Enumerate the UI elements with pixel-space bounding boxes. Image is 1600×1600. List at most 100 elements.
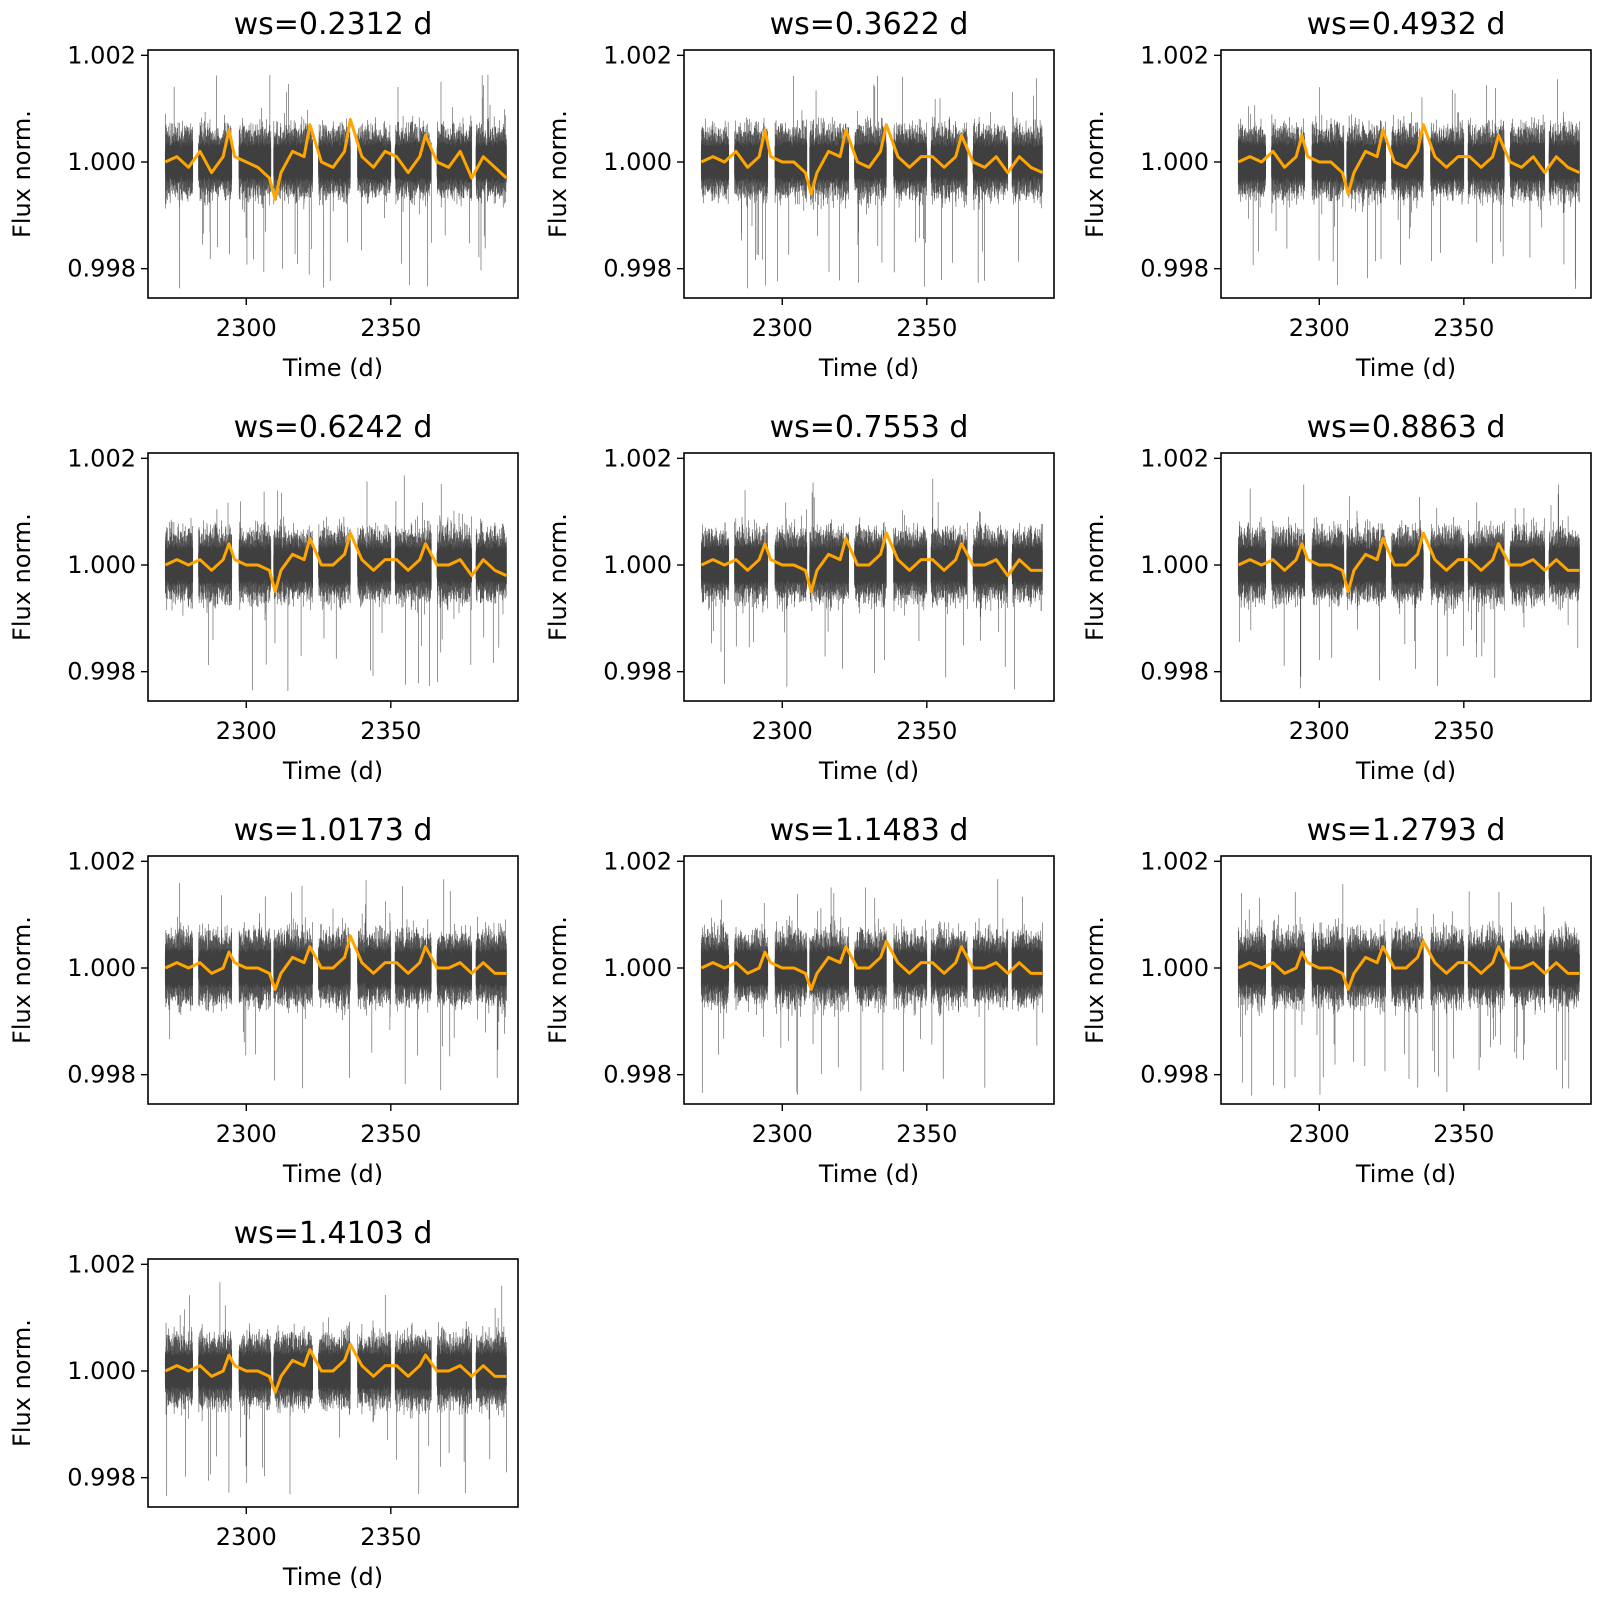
y-axis-label: Flux norm. <box>8 110 36 238</box>
x-axis-label: Time (d) <box>1355 757 1456 785</box>
trend-line <box>700 939 1043 991</box>
x-tick-label: 2350 <box>896 717 957 745</box>
y-tick-label: 1.002 <box>67 1250 136 1278</box>
axes-frame <box>1220 49 1592 299</box>
x-tick-label: 2350 <box>1433 717 1494 745</box>
axes-frame <box>147 452 519 702</box>
trend-line <box>164 934 507 991</box>
y-tick-label: 1.002 <box>1140 444 1209 472</box>
trend-line <box>164 1342 507 1394</box>
x-axis-label: Time (d) <box>818 757 919 785</box>
y-tick-label: 0.998 <box>67 1061 136 1089</box>
plot-area <box>164 74 508 289</box>
y-axis-label: Flux norm. <box>8 1319 36 1447</box>
axes-frame <box>683 452 1055 702</box>
x-tick-label: 2350 <box>1433 314 1494 342</box>
trend-line <box>700 531 1043 594</box>
plot-area <box>1237 79 1581 289</box>
x-axis-label: Time (d) <box>282 1160 383 1188</box>
y-tick-label: 1.000 <box>67 551 136 579</box>
plot-area <box>700 879 1043 1095</box>
axes-frame <box>147 1258 519 1508</box>
x-tick-label: 2350 <box>360 314 421 342</box>
trend-line <box>164 531 508 594</box>
y-axis-label: Flux norm. <box>1081 916 1109 1044</box>
y-tick-label: 0.998 <box>603 658 672 686</box>
x-tick-label: 2300 <box>1289 314 1350 342</box>
trend-line <box>1237 123 1581 196</box>
chart-title: ws=1.0173 d <box>234 813 433 848</box>
y-tick-label: 1.002 <box>1140 847 1209 875</box>
x-axis-label: Time (d) <box>1355 354 1456 382</box>
chart-panel: 2300 2350 1.002 1.000 0.998 ws=0.7553 d Time (… <box>544 410 1055 785</box>
y-tick-label: 1.000 <box>67 954 136 982</box>
y-tick-label: 0.998 <box>603 1061 672 1089</box>
plot-area <box>164 879 507 1091</box>
y-tick-label: 0.998 <box>67 1464 136 1492</box>
y-axis-label: Flux norm. <box>1081 110 1109 238</box>
plot-area <box>700 75 1044 289</box>
y-tick-label: 0.998 <box>1140 1061 1209 1089</box>
y-tick-label: 0.998 <box>1140 255 1209 283</box>
trend-line <box>164 117 508 201</box>
y-tick-label: 0.998 <box>67 658 136 686</box>
y-tick-label: 1.000 <box>67 148 136 176</box>
plot-area <box>1237 884 1580 1096</box>
flux-data-core <box>1237 942 1580 994</box>
y-tick-label: 1.002 <box>67 41 136 69</box>
y-axis-label: Flux norm. <box>544 513 572 641</box>
y-tick-label: 1.000 <box>1140 954 1209 982</box>
x-tick-label: 2350 <box>896 314 957 342</box>
chart-panel: 2300 2350 1.002 1.000 0.998 ws=0.4932 d Time (… <box>1081 7 1592 382</box>
y-tick-label: 0.998 <box>1140 658 1209 686</box>
y-axis-label: Flux norm. <box>8 916 36 1044</box>
x-axis-label: Time (d) <box>818 1160 919 1188</box>
y-tick-label: 1.000 <box>67 1357 136 1385</box>
plot-area <box>1237 484 1580 689</box>
x-tick-label: 2300 <box>1289 1120 1350 1148</box>
flux-data-series <box>1238 884 1580 1096</box>
chart-panel: 2300 2350 1.002 1.000 0.998 ws=1.4103 d Time (… <box>8 1216 519 1591</box>
chart-title: ws=0.3622 d <box>770 7 969 42</box>
x-tick-label: 2300 <box>216 314 277 342</box>
y-tick-label: 0.998 <box>603 255 672 283</box>
y-tick-label: 1.002 <box>67 847 136 875</box>
x-axis-label: Time (d) <box>282 1563 383 1591</box>
chart-panel: 2300 2350 1.002 1.000 0.998 ws=1.2793 d Time (… <box>1081 813 1592 1188</box>
flux-data-series <box>1238 484 1580 689</box>
chart-panel: 2300 2350 1.002 1.000 0.998 ws=0.6242 d Time (… <box>8 410 519 785</box>
x-axis-label: Time (d) <box>282 757 383 785</box>
y-tick-label: 1.002 <box>1140 41 1209 69</box>
y-axis-label: Flux norm. <box>8 513 36 641</box>
chart-title: ws=0.8863 d <box>1307 410 1506 445</box>
x-tick-label: 2300 <box>216 1120 277 1148</box>
x-axis-label: Time (d) <box>818 354 919 382</box>
x-axis-label: Time (d) <box>1355 1160 1456 1188</box>
trend-line <box>1237 531 1580 594</box>
chart-title: ws=0.6242 d <box>234 410 433 445</box>
y-tick-label: 1.000 <box>603 148 672 176</box>
y-tick-label: 1.000 <box>603 954 672 982</box>
x-tick-label: 2300 <box>752 1120 813 1148</box>
axes-frame <box>1220 452 1592 702</box>
x-axis-label: Time (d) <box>282 354 383 382</box>
axes-frame <box>683 855 1055 1105</box>
x-tick-label: 2300 <box>752 314 813 342</box>
y-tick-label: 1.002 <box>603 41 672 69</box>
x-tick-label: 2350 <box>1433 1120 1494 1148</box>
chart-title: ws=0.2312 d <box>234 7 433 42</box>
y-tick-label: 1.002 <box>603 444 672 472</box>
y-tick-label: 1.000 <box>1140 148 1209 176</box>
y-tick-label: 1.000 <box>1140 551 1209 579</box>
x-tick-label: 2350 <box>360 1120 421 1148</box>
y-tick-label: 1.002 <box>67 444 136 472</box>
plot-area <box>164 1282 507 1496</box>
plot-area <box>164 475 508 691</box>
y-tick-label: 1.000 <box>603 551 672 579</box>
trend-line <box>1237 939 1580 991</box>
axes-frame <box>683 49 1055 299</box>
axes-frame <box>1220 855 1592 1105</box>
chart-title: ws=1.4103 d <box>234 1216 433 1251</box>
x-tick-label: 2300 <box>216 717 277 745</box>
